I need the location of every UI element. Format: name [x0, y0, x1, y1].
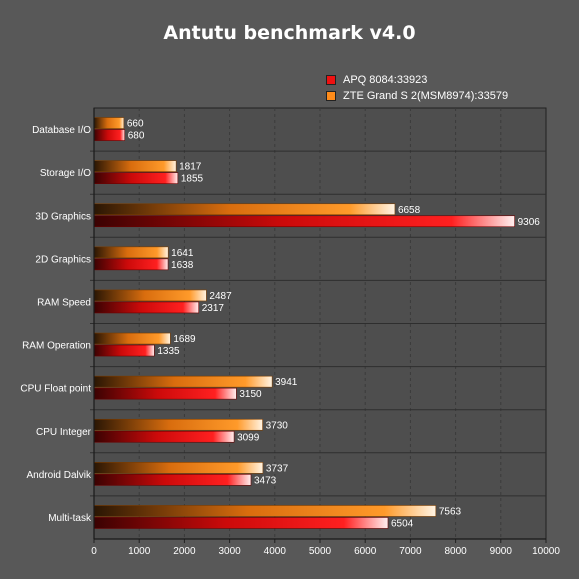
- category-label-6: CPU Float point: [20, 384, 91, 395]
- value-label-zte-7: 3730: [266, 420, 289, 431]
- value-label-apq-3: 1638: [171, 260, 194, 271]
- bar-apq-7: [93, 430, 235, 443]
- value-label-apq-6: 3150: [239, 389, 262, 400]
- x-tick-label-0: 0: [91, 546, 97, 557]
- x-tick-label-8000: 8000: [444, 546, 467, 557]
- x-tick-label-9000: 9000: [490, 546, 513, 557]
- bar-zte-1: [93, 160, 177, 172]
- bar-zte-7: [93, 418, 263, 431]
- bar-apq-3: [93, 258, 169, 271]
- x-tick-label-2000: 2000: [173, 546, 196, 557]
- value-label-zte-2: 6658: [398, 205, 421, 216]
- bar-zte-9: [93, 505, 437, 517]
- bar-apq-0: [93, 129, 126, 141]
- bar-zte-5: [93, 332, 171, 345]
- category-label-5: RAM Operation: [22, 341, 91, 352]
- bar-zte-3: [93, 246, 169, 259]
- x-tick-label-6000: 6000: [354, 546, 377, 557]
- legend-swatch-zte: [326, 91, 336, 101]
- value-label-apq-0: 680: [128, 131, 145, 142]
- category-label-1: Storage I/O: [40, 168, 91, 179]
- bar-apq-2: [93, 215, 515, 228]
- value-label-apq-4: 2317: [202, 303, 225, 314]
- chart-title: Antutu benchmark v4.0: [163, 22, 416, 44]
- bar-apq-5: [93, 344, 155, 357]
- legend-item-zte: ZTE Grand S 2(MSM8974):33579: [326, 88, 508, 104]
- x-tick-label-7000: 7000: [399, 546, 422, 557]
- bar-zte-0: [93, 117, 125, 129]
- category-label-0: Database I/O: [32, 125, 91, 136]
- category-label-9: Multi-task: [48, 513, 92, 524]
- legend-label-apq: APQ 8084:33923: [343, 74, 428, 86]
- bar-apq-4: [93, 301, 200, 314]
- x-tick-label-4000: 4000: [264, 546, 287, 557]
- bar-zte-4: [93, 289, 207, 302]
- bar-apq-9: [93, 517, 389, 529]
- x-tick-label-10000: 10000: [532, 546, 560, 557]
- bar-zte-2: [93, 203, 396, 216]
- legend-label-zte: ZTE Grand S 2(MSM8974):33579: [343, 90, 509, 102]
- bar-apq-6: [93, 387, 237, 400]
- bar-zte-6: [93, 375, 273, 388]
- category-label-2: 3D Graphics: [35, 211, 91, 222]
- legend-swatch-apq: [326, 75, 336, 85]
- value-label-zte-4: 2487: [209, 291, 232, 302]
- bar-apq-1: [93, 172, 179, 184]
- value-label-zte-3: 1641: [171, 248, 194, 259]
- value-label-zte-6: 3941: [275, 377, 298, 388]
- value-label-apq-9: 6504: [391, 518, 414, 529]
- category-label-3: 2D Graphics: [35, 254, 91, 265]
- category-label-7: CPU Integer: [36, 427, 92, 438]
- x-tick-label-3000: 3000: [218, 546, 241, 557]
- value-label-zte-0: 660: [127, 119, 144, 130]
- value-label-apq-1: 1855: [181, 174, 204, 185]
- bar-zte-8: [93, 462, 264, 474]
- category-label-8: Android Dalvik: [27, 470, 92, 481]
- value-label-apq-7: 3099: [237, 432, 260, 443]
- category-label-4: RAM Speed: [37, 297, 91, 308]
- value-label-apq-2: 9306: [518, 217, 541, 228]
- legend: APQ 8084:33923 ZTE Grand S 2(MSM8974):33…: [326, 72, 508, 104]
- value-label-zte-1: 1817: [179, 162, 202, 173]
- legend-item-apq: APQ 8084:33923: [326, 72, 508, 88]
- value-label-apq-5: 1335: [157, 346, 180, 357]
- value-label-zte-9: 7563: [439, 506, 462, 517]
- bar-apq-8: [93, 474, 252, 486]
- x-tick-label-1000: 1000: [128, 546, 151, 557]
- value-label-zte-8: 3737: [266, 463, 289, 474]
- x-tick-label-5000: 5000: [309, 546, 332, 557]
- value-label-apq-8: 3473: [254, 475, 277, 486]
- value-label-zte-5: 1689: [173, 334, 196, 345]
